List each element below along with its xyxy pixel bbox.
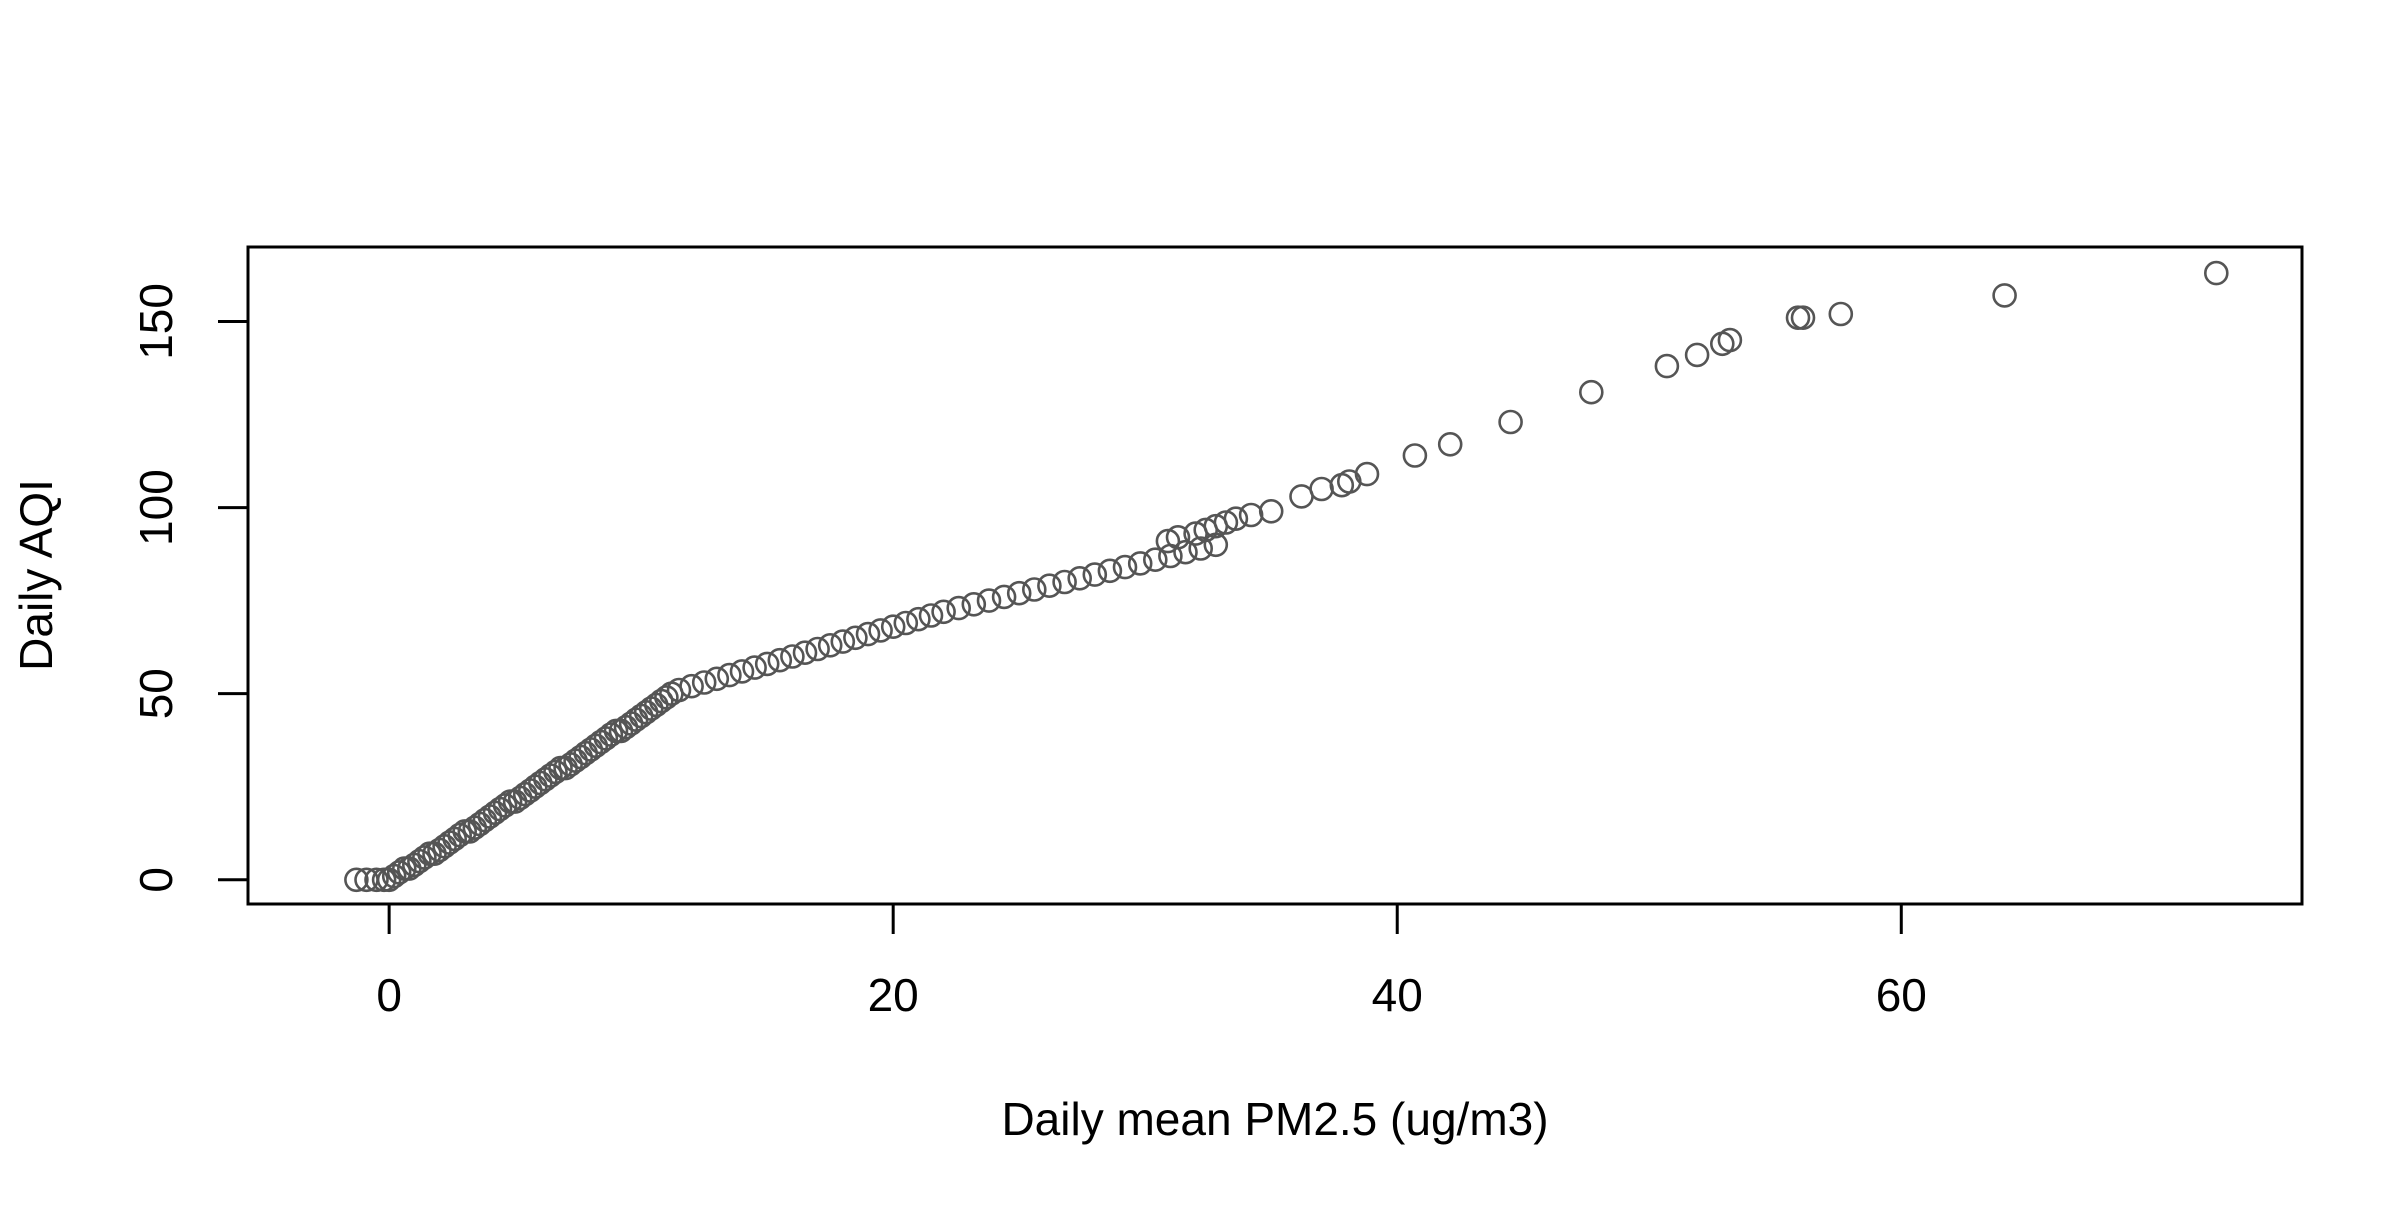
- data-point: [918, 603, 944, 628]
- data-point: [654, 685, 679, 710]
- data-point: [906, 606, 931, 632]
- data-point: [1717, 327, 1743, 353]
- data-point: [412, 845, 437, 870]
- data-point: [1213, 510, 1239, 535]
- data-point: [1052, 569, 1077, 595]
- y-tick-label: 100: [130, 469, 182, 546]
- data-point: [830, 629, 856, 654]
- data-point: [1097, 558, 1123, 584]
- data-point: [961, 591, 987, 617]
- points-layer: [344, 260, 2229, 893]
- data-point: [817, 632, 843, 658]
- data-point: [880, 614, 906, 640]
- plot-frame: [246, 245, 2304, 906]
- data-point: [1437, 431, 1463, 457]
- data-point: [598, 722, 624, 747]
- data-point: [1127, 551, 1153, 576]
- x-axis: 0 20 40 60: [356, 902, 1927, 1021]
- data-point: [1654, 353, 1680, 379]
- data-point: [1165, 524, 1191, 550]
- data-point: [666, 677, 692, 703]
- data-point: [1082, 562, 1108, 587]
- data-point: [704, 666, 730, 692]
- data-point: [1498, 409, 1523, 435]
- data-point: [1579, 379, 1604, 405]
- y-axis-title: Daily AQI: [10, 479, 62, 671]
- data-point: [780, 644, 805, 669]
- data-point: [1143, 547, 1168, 573]
- y-tick-label: 0: [130, 867, 182, 893]
- data-point: [1037, 573, 1062, 599]
- data-point: [1155, 528, 1181, 554]
- x-tick-label: 0: [376, 969, 402, 1021]
- data-point: [931, 599, 956, 625]
- data-point: [729, 659, 755, 684]
- data-point: [2204, 260, 2229, 286]
- data-point: [386, 860, 412, 885]
- data-point: [543, 759, 568, 785]
- data-point: [843, 625, 868, 651]
- data-point: [344, 867, 369, 893]
- data-point: [1188, 536, 1213, 561]
- x-tick-label: 20: [868, 969, 919, 1021]
- data-point: [1790, 305, 1816, 331]
- y-tick-label: 50: [130, 668, 182, 719]
- data-point: [691, 670, 717, 695]
- data-point: [1112, 554, 1138, 580]
- data-point: [893, 610, 919, 636]
- data-point: [1828, 301, 1854, 327]
- x-tick-label: 60: [1876, 969, 1927, 1021]
- x-axis-title: Daily mean PM2.5 (ug/m3): [1001, 1093, 1548, 1145]
- data-point: [946, 595, 972, 621]
- data-point: [1173, 539, 1198, 565]
- data-point: [717, 662, 742, 688]
- data-point: [976, 588, 1002, 613]
- data-point: [1022, 577, 1047, 602]
- data-point: [767, 647, 793, 673]
- data-point: [805, 636, 830, 662]
- data-point: [792, 640, 818, 666]
- data-point: [1992, 283, 2017, 308]
- data-point: [1289, 484, 1314, 509]
- data-point: [1785, 305, 1811, 331]
- data-point: [991, 584, 1017, 610]
- data-point: [1309, 476, 1334, 502]
- data-point: [1238, 502, 1264, 528]
- data-point: [1402, 443, 1428, 468]
- data-point: [447, 822, 473, 848]
- data-point: [855, 621, 881, 647]
- data-point: [492, 793, 518, 818]
- y-tick-label: 150: [130, 283, 182, 360]
- data-point: [868, 618, 893, 643]
- data-point: [679, 673, 704, 699]
- data-point: [1067, 565, 1092, 591]
- data-point: [1006, 580, 1032, 606]
- data-point: [742, 655, 767, 680]
- data-point: [1258, 498, 1284, 524]
- y-axis: 0 50 100 150: [130, 283, 250, 893]
- data-point: [754, 651, 780, 677]
- x-tick-label: 40: [1372, 969, 1423, 1021]
- data-point: [1684, 342, 1710, 368]
- data-point: [364, 867, 389, 893]
- data-point: [1223, 506, 1249, 532]
- data-point: [1354, 461, 1380, 487]
